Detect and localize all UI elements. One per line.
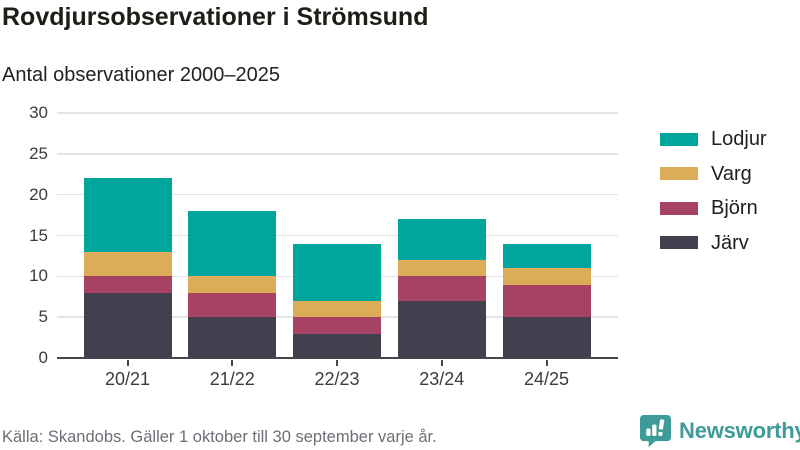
legend-label: Björn — [711, 197, 758, 219]
newsworthy-wordmark: Newsworthy — [679, 417, 800, 443]
legend-color-swatch-lodjur — [660, 132, 698, 146]
x-axis-tick-label: 22/23 — [314, 369, 360, 389]
legend-color-swatch-bjorn — [660, 201, 698, 215]
bar-segment-jarv — [502, 317, 591, 358]
legend-item-lodjur: Lodjur — [660, 129, 767, 149]
bar-segment-bjorn — [502, 284, 591, 318]
gridline — [57, 193, 618, 196]
legend-color-swatch-jarv — [660, 236, 698, 249]
bar-segment-varg — [188, 276, 277, 293]
bar-segment-jarv — [397, 300, 486, 358]
legend-item-jarv: Järv — [660, 233, 767, 253]
gridline — [57, 112, 618, 114]
bar-segment-varg — [293, 300, 381, 318]
x-axis-tick-label: 23/24 — [419, 369, 465, 389]
legend-label: Varg — [711, 162, 752, 185]
source-note: Källa: Skandobs. Gäller 1 oktober till 3… — [2, 428, 437, 446]
chart-subtitle: Antal observationer 2000–2025 — [2, 64, 280, 86]
y-axis-tick-label: 15 — [29, 225, 48, 245]
y-axis-tick-label: 0 — [38, 348, 48, 367]
legend-item-bjorn: Björn — [660, 198, 767, 218]
bar-segment-lodjur — [188, 211, 277, 277]
chart-title: Rovdjursobservationer i Strömsund — [2, 3, 429, 31]
y-axis-tick-label: 25 — [29, 143, 48, 163]
newsworthy-speech-bubble-bar-chart-icon — [639, 414, 672, 447]
legend-label: Lodjur — [711, 128, 767, 150]
bar-segment-varg — [397, 260, 486, 277]
chart-legend: Lodjur Varg Björn Järv — [660, 129, 767, 253]
bar-segment-bjorn — [293, 317, 381, 334]
gridline — [57, 234, 618, 237]
y-axis-tick-label: 5 — [38, 307, 48, 327]
bar-segment-varg — [502, 268, 591, 285]
legend-item-varg: Varg — [660, 164, 767, 184]
x-axis-tick — [336, 360, 338, 366]
x-axis-tick — [126, 360, 129, 366]
x-axis-tick — [440, 360, 443, 366]
x-axis-tick — [231, 360, 234, 366]
bar-segment-jarv — [293, 333, 381, 358]
x-axis-tick-label: 21/22 — [209, 369, 255, 389]
bar-segment-jarv — [83, 292, 172, 358]
bar-segment-lodjur — [397, 219, 486, 260]
legend-label: Järv — [711, 231, 749, 254]
bar-segment-bjorn — [397, 276, 486, 301]
y-axis-tick-label: 30 — [29, 103, 48, 122]
y-axis-tick-label: 10 — [29, 266, 48, 286]
newsworthy-logo[interactable]: Newsworthy — [639, 414, 800, 447]
gridline — [57, 153, 618, 155]
bar-segment-lodjur — [293, 243, 381, 301]
x-axis-tick-label: 20/21 — [104, 369, 151, 389]
x-axis-tick-label: 24/25 — [523, 369, 570, 389]
y-axis-tick-label: 20 — [29, 184, 48, 204]
plot-area — [57, 112, 618, 359]
x-axis-tick — [545, 360, 548, 366]
bar-segment-lodjur — [83, 178, 172, 252]
bar-segment-lodjur — [502, 243, 591, 269]
bar-segment-varg — [83, 251, 172, 277]
bar-segment-bjorn — [188, 292, 277, 318]
legend-color-swatch-varg — [660, 167, 698, 180]
bar-segment-bjorn — [83, 276, 172, 293]
bar-segment-jarv — [188, 317, 277, 358]
x-axis-line — [57, 356, 618, 359]
